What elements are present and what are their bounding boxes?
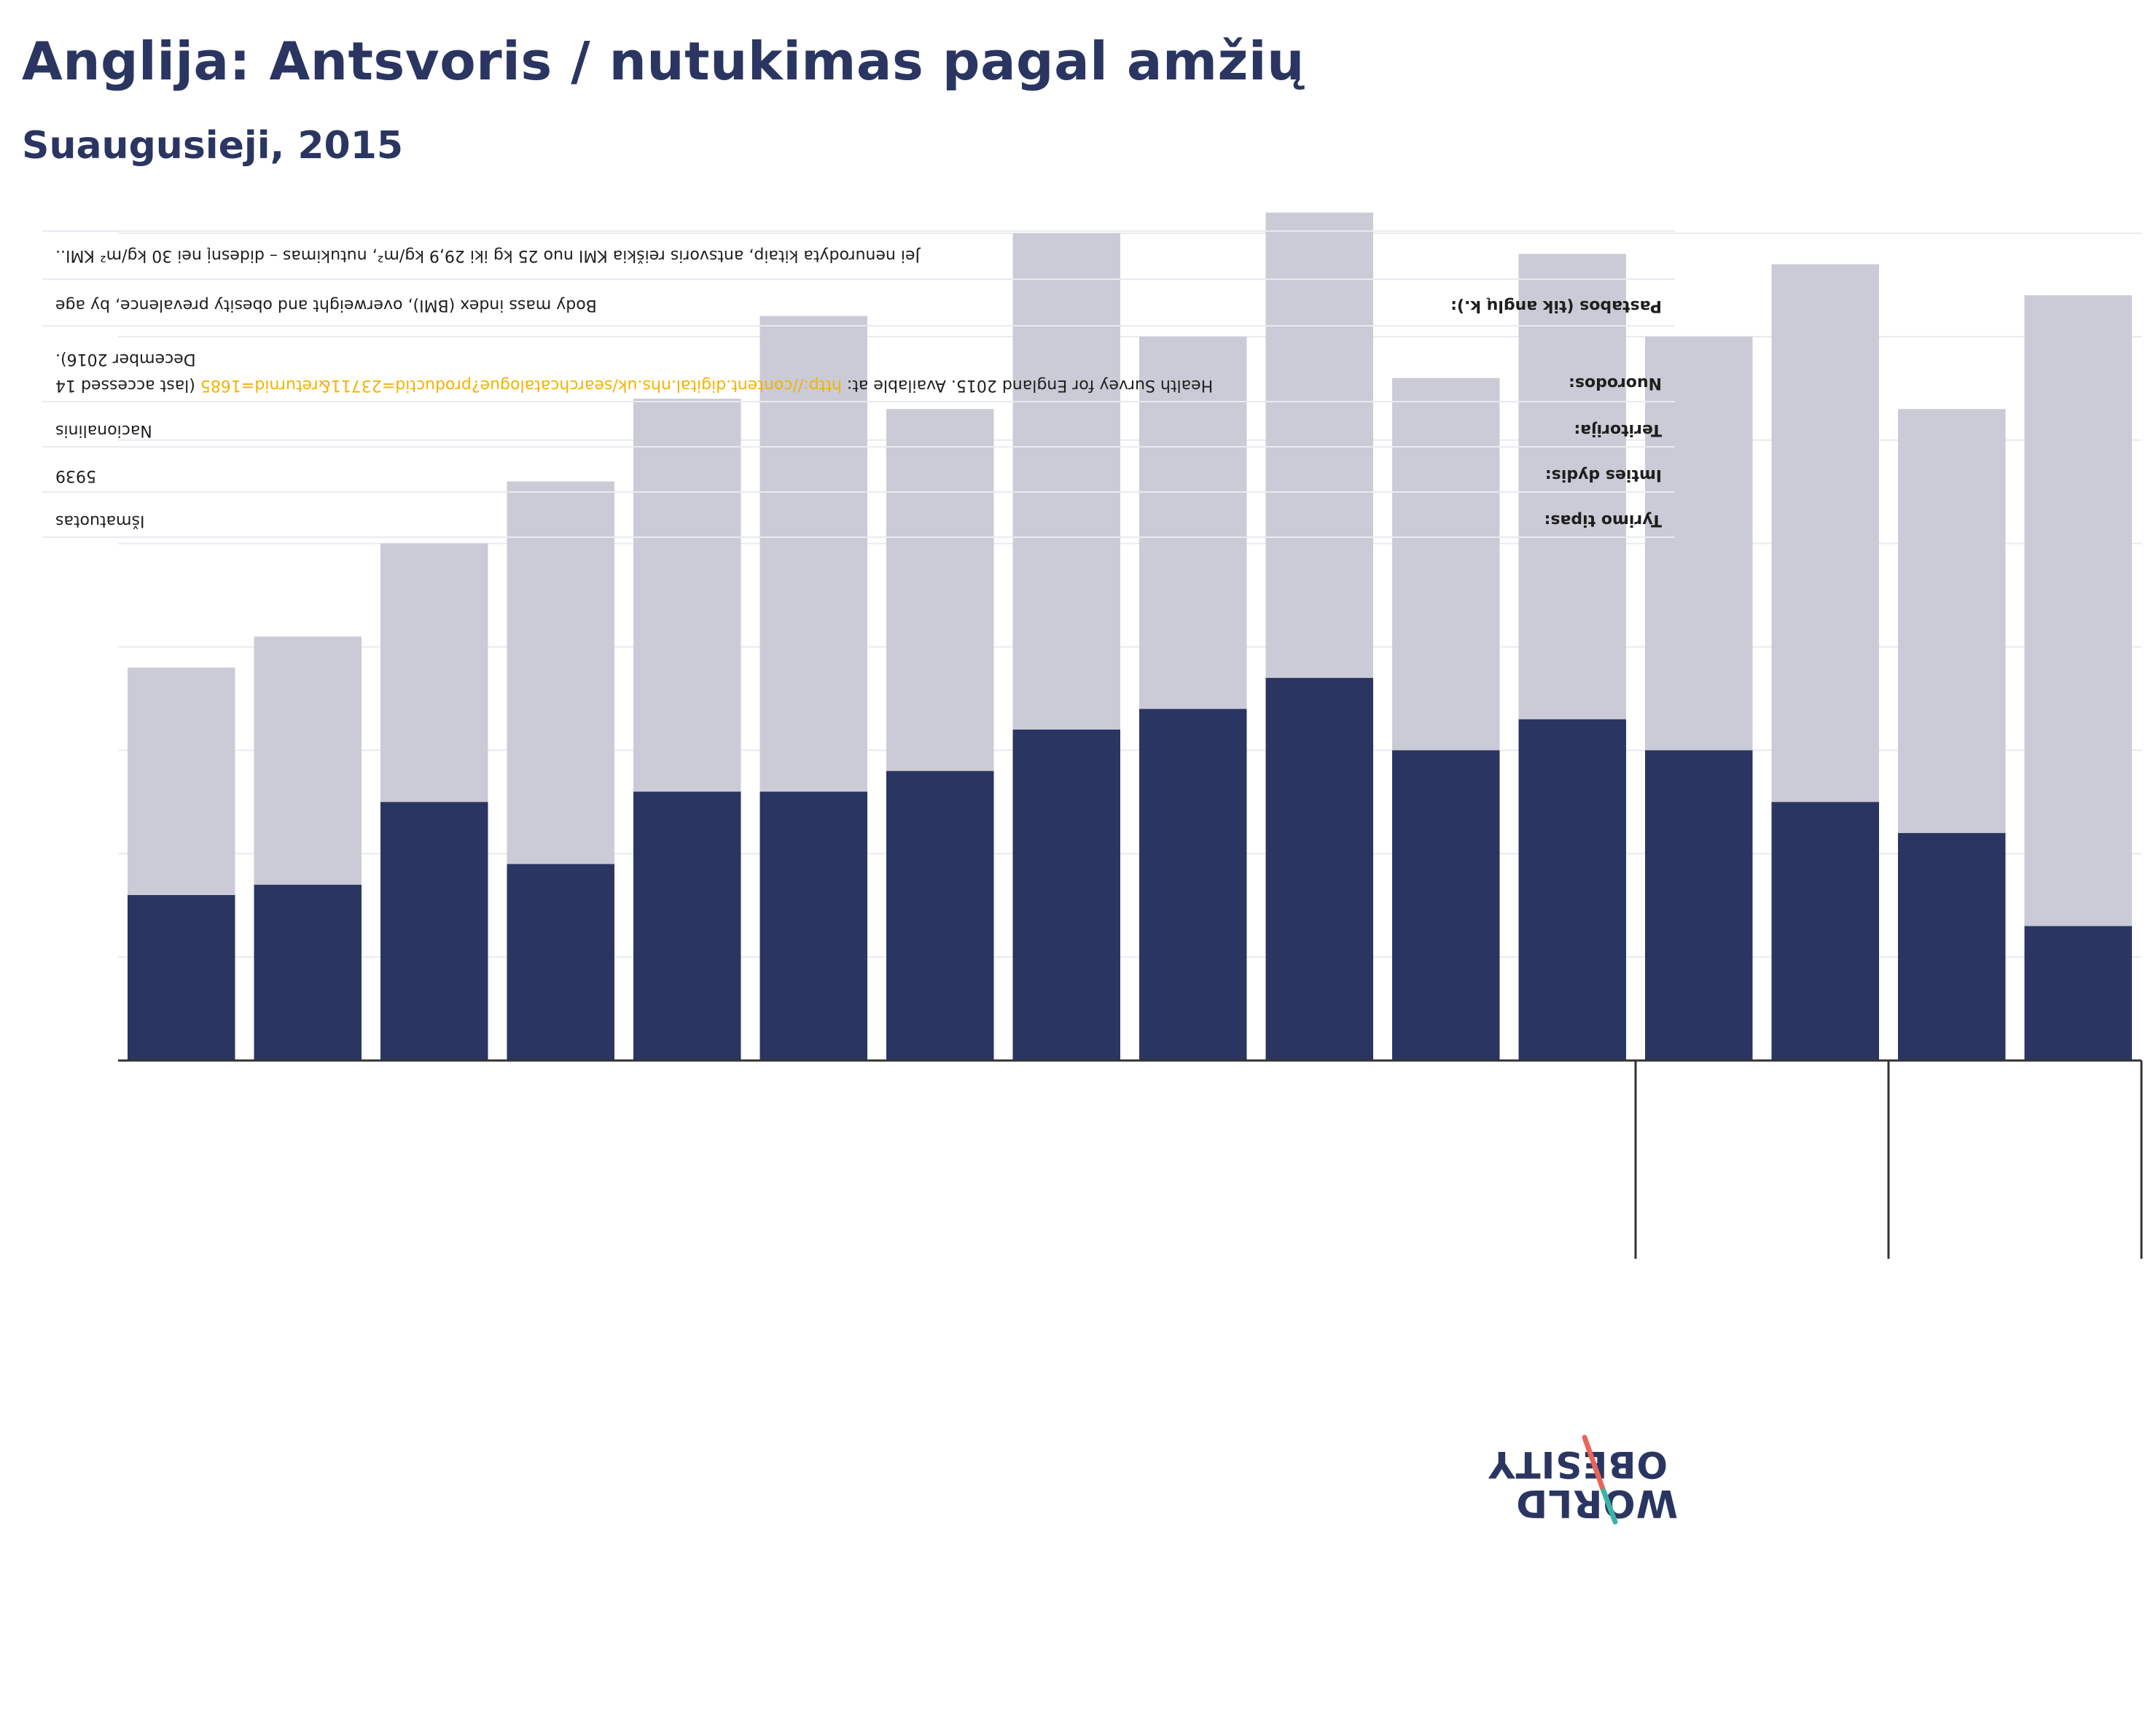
bar-obesity: [633, 792, 741, 1061]
info-value: Nacionalinis: [55, 421, 152, 440]
bar-overweight: [759, 316, 867, 792]
bar-obesity: [1898, 832, 2006, 1061]
bar-obesity: [380, 802, 488, 1061]
bar-overweight: [254, 636, 362, 885]
bar-overweight: [1392, 378, 1500, 751]
bar-overweight: [1645, 336, 1753, 751]
reference-suffix: (last accessed 14 December 2016).: [55, 350, 196, 394]
info-label: Nuorodos:: [1569, 374, 1662, 392]
info-row-sample-size: Imties dydis: 5939: [42, 459, 1675, 493]
bar-obesity: [1265, 678, 1373, 1061]
bar-overweight: [886, 409, 994, 771]
bar-obesity: [886, 770, 994, 1061]
info-value: Išmatuotas: [55, 512, 145, 530]
reference-link[interactable]: http://content.digital.nhs.uk/searchcata…: [200, 376, 842, 394]
bar-obesity: [128, 895, 235, 1061]
bar-overweight: [1898, 409, 2006, 833]
bar-obesity: [1139, 708, 1247, 1061]
bar-overweight: [1012, 233, 1120, 730]
info-value: Jei nenurodyta kitaip, antsvoris reiškia…: [55, 246, 921, 265]
reference-text: Health Survey for England 2015. Availabl…: [846, 376, 1214, 394]
bar-obesity: [1012, 730, 1120, 1061]
info-row-notes: Pastabos (tik anglų k.): Body mass index…: [42, 283, 1675, 327]
info-label: Tyrimo tipas:: [1544, 511, 1662, 529]
logo-slash-icon: [1582, 1434, 1618, 1525]
bar-overweight: [1771, 264, 1879, 802]
bar-overweight: [128, 667, 235, 895]
bar-obesity: [254, 884, 362, 1061]
bar-overweight: [2024, 295, 2132, 926]
bar-obesity: [507, 864, 614, 1061]
bar-overweight: [1518, 254, 1626, 719]
info-table: Tyrimo tipas: Išmatuotas Imties dydis: 5…: [42, 230, 1675, 538]
bar-obesity: [759, 792, 867, 1061]
bar-obesity: [1392, 750, 1500, 1061]
info-value: 5939: [55, 466, 96, 485]
bar-obesity: [2024, 926, 2132, 1061]
bar-obesity: [1771, 802, 1879, 1061]
info-row-definition: Jei nenurodyta kitaip, antsvoris reiškia…: [42, 230, 1675, 280]
chart-subtitle: Suaugusieji, 2015: [22, 124, 404, 168]
bar-layer: [128, 212, 2132, 1061]
info-row-territory: Teritorija: Nacionalinis: [42, 414, 1675, 448]
info-value: Health Survey for England 2015. Availabl…: [55, 345, 1222, 398]
bar-overweight: [380, 543, 488, 802]
bar-overweight: [507, 481, 614, 864]
info-row-survey-type: Tyrimo tipas: Išmatuotas: [42, 504, 1675, 538]
info-label: Imties dydis:: [1544, 466, 1662, 484]
bar-overweight: [633, 399, 741, 792]
info-value: Body mass index (BMI), overweight and ob…: [55, 296, 597, 314]
axis-layer: [118, 1059, 2143, 1259]
world-obesity-logo: WORLD OBESITY: [1488, 1421, 1682, 1531]
chart-title: Anglija: Antsvoris / nutukimas pagal amž…: [22, 31, 1305, 92]
info-row-references: Nuorodos: Health Survey for England 2015…: [42, 335, 1675, 402]
info-label: Pastabos (tik anglų k.):: [1450, 297, 1662, 315]
bar-overweight: [1265, 212, 1373, 679]
bar-obesity: [1645, 750, 1753, 1061]
bar-obesity: [1518, 719, 1626, 1061]
bar-overweight: [1139, 336, 1247, 709]
info-label: Teritorija:: [1574, 421, 1662, 439]
